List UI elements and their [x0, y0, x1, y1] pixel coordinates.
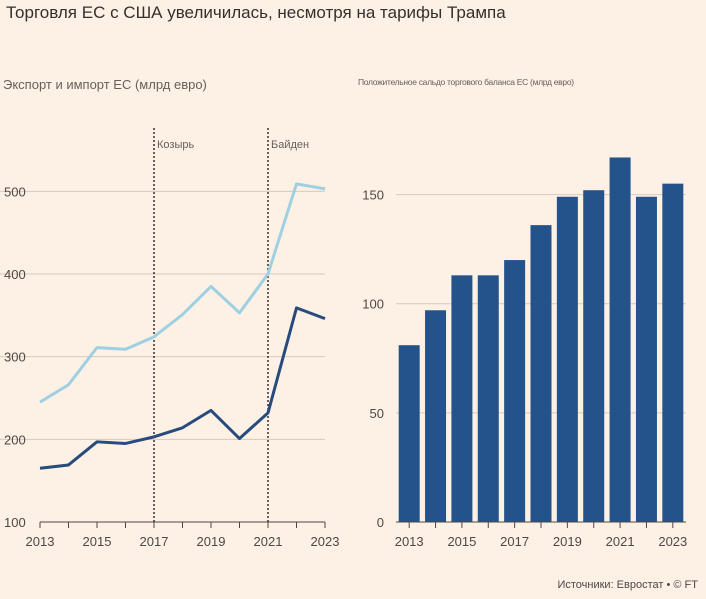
bar-y-tick-label: 150: [362, 188, 384, 203]
bar-chart-title: Положительное сальдо торгового баланса Е…: [358, 77, 574, 87]
bar: [425, 310, 447, 522]
line-chart-title: Экспорт и импорт ЕС (млрд евро): [3, 77, 207, 92]
bar: [609, 157, 631, 522]
bar: [451, 275, 473, 522]
annotation-label: Козырь: [157, 139, 194, 151]
bar: [504, 260, 526, 522]
line-x-tick-label: 2023: [311, 534, 340, 549]
export-line: [39, 182, 326, 404]
page-title: Торговля ЕС с США увеличилась, несмотря …: [6, 3, 506, 22]
bar: [477, 275, 499, 522]
bar-x-tick-label: 2023: [658, 534, 687, 549]
line-y-tick-label: 500: [4, 184, 26, 199]
line-x-tick-label: 2015: [83, 534, 112, 549]
bar-x-tick-label: 2017: [500, 534, 529, 549]
source-note: Источники: Евростат • © FT: [557, 579, 698, 591]
bar-y-tick-label: 50: [370, 406, 384, 421]
bar-y-tick-label: 100: [362, 297, 384, 312]
bar: [556, 196, 578, 523]
bar: [398, 345, 420, 522]
line-x-tick-label: 2017: [140, 534, 169, 549]
bar-y-tick-label: 0: [377, 515, 384, 530]
bar: [662, 183, 684, 522]
line-y-tick-label: 400: [4, 267, 26, 282]
bar: [583, 190, 605, 522]
bar-x-tick-label: 2013: [395, 534, 424, 549]
line-y-tick-label: 100: [4, 515, 26, 530]
bar-x-tick-label: 2015: [447, 534, 476, 549]
line-x-tick-label: 2019: [197, 534, 226, 549]
line-x-tick-label: 2013: [26, 534, 55, 549]
bar: [635, 196, 657, 523]
import-line: [39, 306, 326, 470]
line-x-tick-label: 2021: [254, 534, 283, 549]
line-y-tick-label: 300: [4, 350, 26, 365]
line-y-tick-label: 200: [4, 432, 26, 447]
bar-x-tick-label: 2019: [553, 534, 582, 549]
bar: [530, 225, 552, 523]
bar-x-tick-label: 2021: [606, 534, 635, 549]
annotation-label: Байден: [271, 139, 309, 151]
